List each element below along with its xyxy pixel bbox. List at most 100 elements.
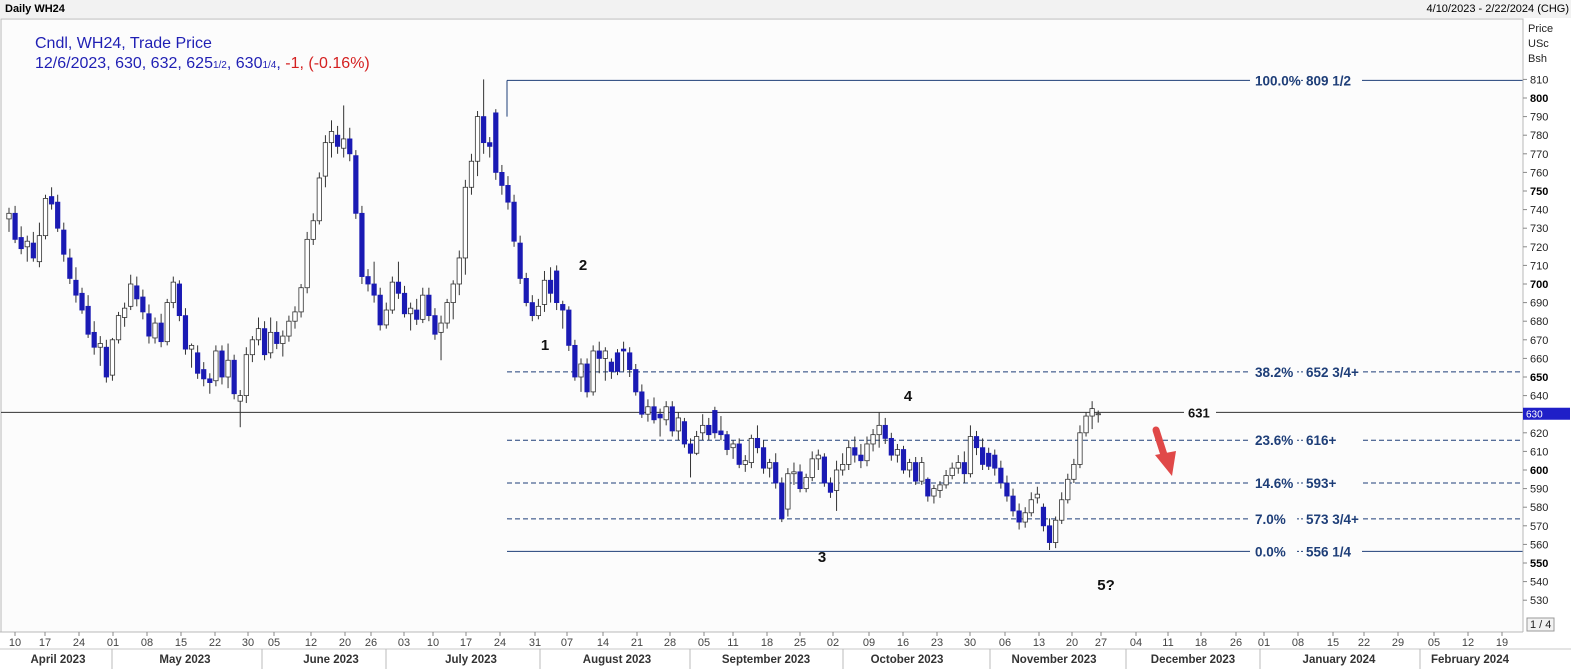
x-day-label: 08 — [1292, 637, 1304, 649]
candle-body — [992, 454, 998, 469]
candle-body — [627, 352, 633, 370]
y-tick-label: 560 — [1530, 539, 1548, 551]
current-price-tag — [1523, 407, 1570, 420]
candle-body — [468, 160, 475, 188]
candle-body — [858, 454, 864, 462]
x-day-label: 24 — [494, 637, 506, 649]
candle-body — [852, 447, 858, 456]
candle-body — [268, 331, 274, 354]
candle-body — [687, 443, 694, 454]
price-chart[interactable]: 100.0% 809 1/238.2% 652 3/4+23.6% 616+14.6%… — [0, 18, 1571, 669]
x-day-label: 28 — [664, 637, 676, 649]
candle-body — [456, 257, 462, 285]
x-day-label: 20 — [339, 637, 351, 649]
candle-body — [182, 315, 189, 350]
candle-body — [1095, 413, 1101, 416]
candle-body — [42, 198, 49, 237]
candle-body — [243, 354, 249, 396]
x-month-label: February 2024 — [1431, 654, 1510, 666]
x-day-label: 18 — [1195, 637, 1207, 649]
candle-body — [146, 313, 152, 337]
candle-body — [523, 278, 529, 304]
candle-body — [444, 302, 450, 324]
candle-body — [846, 447, 852, 465]
x-month-label: September 2023 — [722, 654, 810, 666]
candle-body — [450, 283, 456, 304]
candle-body — [426, 294, 432, 317]
info-line-1: Cndl, WH24, Trade Price — [35, 35, 212, 52]
x-day-label: 12 — [305, 637, 317, 649]
x-day-label: 21 — [631, 637, 643, 649]
candle-body — [1053, 519, 1059, 543]
x-day-label: 08 — [141, 637, 153, 649]
candle-body — [1040, 506, 1047, 527]
candle-body — [341, 138, 347, 149]
candle-body — [365, 276, 371, 285]
candle-body — [742, 460, 748, 465]
candle-body — [590, 350, 596, 393]
candle-body — [554, 270, 560, 303]
candle-body — [6, 212, 12, 220]
x-day-label: 30 — [964, 637, 976, 649]
y-tick-label: 680 — [1530, 316, 1548, 328]
y-tick-label: 540 — [1530, 577, 1548, 589]
plot-area[interactable] — [0, 18, 1524, 633]
candle-body — [231, 359, 237, 395]
candle-body — [1077, 432, 1083, 465]
candle-body — [134, 285, 140, 300]
page-indicator[interactable] — [1526, 617, 1555, 632]
candle-body — [334, 134, 341, 147]
x-day-label: 01 — [107, 637, 119, 649]
x-day-label: 10 — [427, 637, 439, 649]
candle-body — [24, 240, 30, 248]
candle-body — [91, 331, 97, 348]
candle-body — [201, 369, 207, 380]
candle-body — [61, 229, 67, 255]
candle-body — [438, 322, 444, 333]
candle-body — [432, 315, 438, 335]
x-month-label: December 2023 — [1151, 654, 1235, 666]
x-day-label: 09 — [863, 637, 875, 649]
candle-body — [833, 469, 840, 491]
wave-label: 3 — [818, 549, 826, 566]
candle-body — [657, 413, 663, 419]
x-day-label: 16 — [897, 637, 909, 649]
y-tick-label: 600 — [1530, 465, 1548, 477]
candle-body — [322, 142, 329, 177]
candle-body — [237, 395, 243, 402]
candle-body — [408, 307, 414, 315]
candle-body — [328, 131, 335, 144]
y-tick-label: 660 — [1530, 353, 1548, 365]
candle-body — [882, 424, 888, 439]
candle-body — [535, 305, 541, 317]
fib-value-label: 556 1/4 — [1306, 544, 1352, 559]
x-month-label: August 2023 — [583, 654, 651, 666]
candle-body — [639, 391, 645, 415]
candle-body — [712, 410, 718, 434]
candle-body — [876, 424, 882, 436]
x-day-label: 11 — [727, 637, 738, 649]
candle-body — [115, 315, 122, 341]
hline-label-bg — [1184, 404, 1216, 420]
x-day-label: 23 — [931, 637, 943, 649]
candle-body — [894, 449, 901, 456]
candle-body — [584, 363, 590, 393]
x-day-label: 04 — [1130, 637, 1142, 649]
candle-body — [207, 378, 213, 383]
candle-body — [18, 237, 24, 250]
x-day-label: 03 — [398, 637, 410, 649]
candle-body — [158, 322, 164, 343]
candle-body — [103, 346, 109, 378]
x-day-label: 05 — [1428, 637, 1440, 649]
current-price-tag-label: 630 — [1526, 410, 1543, 421]
x-day-label: 12 — [1462, 637, 1474, 649]
candle-body — [986, 452, 992, 467]
y-tick-label: 530 — [1530, 595, 1548, 607]
candle-body — [736, 443, 742, 465]
wave-label: 1 — [541, 337, 549, 354]
y-tick-label: 780 — [1530, 130, 1548, 142]
x-day-label: 26 — [365, 637, 377, 649]
x-day-label: 27 — [1095, 637, 1107, 649]
candle-body — [566, 309, 572, 346]
